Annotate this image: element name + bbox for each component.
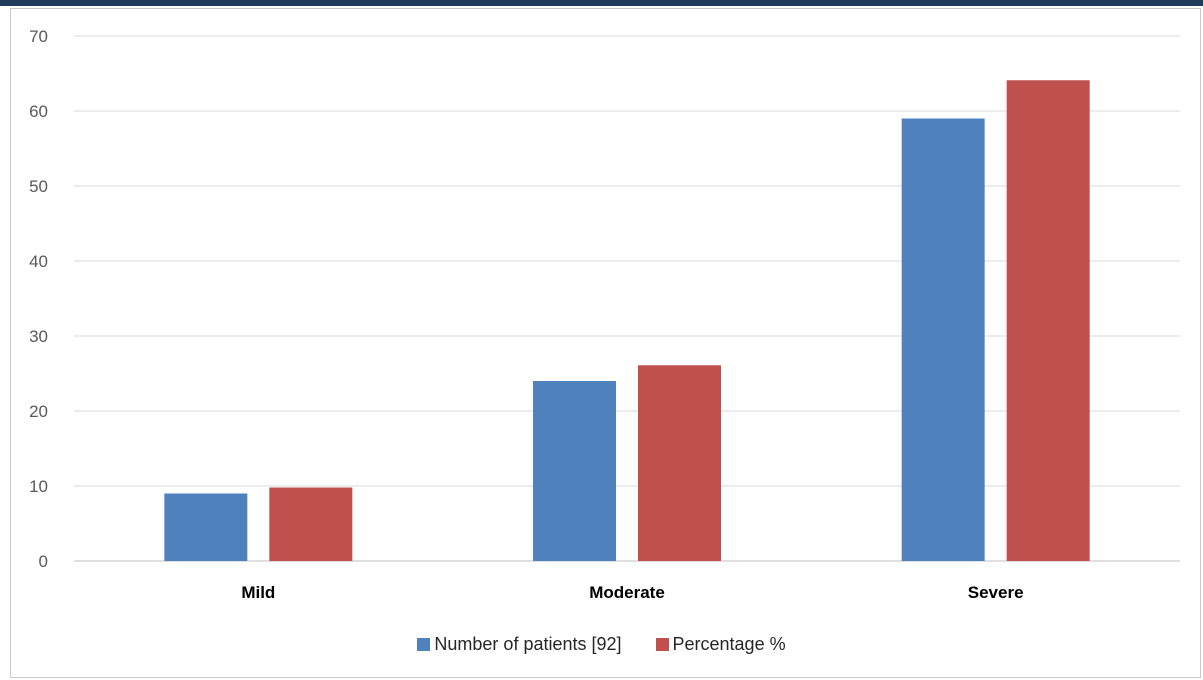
legend-label-patients: Number of patients [92] (434, 634, 622, 654)
chart-frame (10, 8, 1201, 678)
y-tick-label: 70 (29, 27, 48, 46)
y-tick-label: 0 (39, 552, 48, 571)
legend-swatch-patients (417, 638, 431, 651)
top-border (0, 0, 1203, 6)
x-axis-ticks: Mild Moderate Severe (241, 583, 1023, 602)
legend: Number of patients [92] Percentage % (0, 634, 1203, 655)
x-tick-label: Severe (968, 583, 1024, 602)
bar-moderate-series-0 (533, 381, 616, 561)
bar-moderate-series-1 (638, 365, 721, 561)
gridlines (74, 35, 1180, 562)
bar-mild-series-1 (269, 487, 353, 561)
y-tick-label: 20 (29, 402, 48, 421)
bar-mild-series-0 (164, 493, 248, 561)
bar-severe-series-0 (901, 118, 985, 561)
y-tick-label: 10 (29, 477, 48, 496)
legend-item-patients: Number of patients [92] (417, 634, 622, 655)
x-tick-label: Moderate (589, 583, 665, 602)
bar-severe-series-1 (1006, 80, 1090, 561)
y-axis-ticks: 0 10 20 30 40 50 60 70 (29, 27, 48, 571)
legend-swatch-percentage (655, 638, 669, 651)
bars (164, 80, 1090, 561)
x-tick-label: Mild (241, 583, 275, 602)
y-tick-label: 30 (29, 327, 48, 346)
y-tick-label: 40 (29, 252, 48, 271)
y-tick-label: 50 (29, 177, 48, 196)
y-tick-label: 60 (29, 102, 48, 121)
legend-item-percentage: Percentage % (655, 634, 786, 655)
legend-label-percentage: Percentage % (672, 634, 786, 654)
